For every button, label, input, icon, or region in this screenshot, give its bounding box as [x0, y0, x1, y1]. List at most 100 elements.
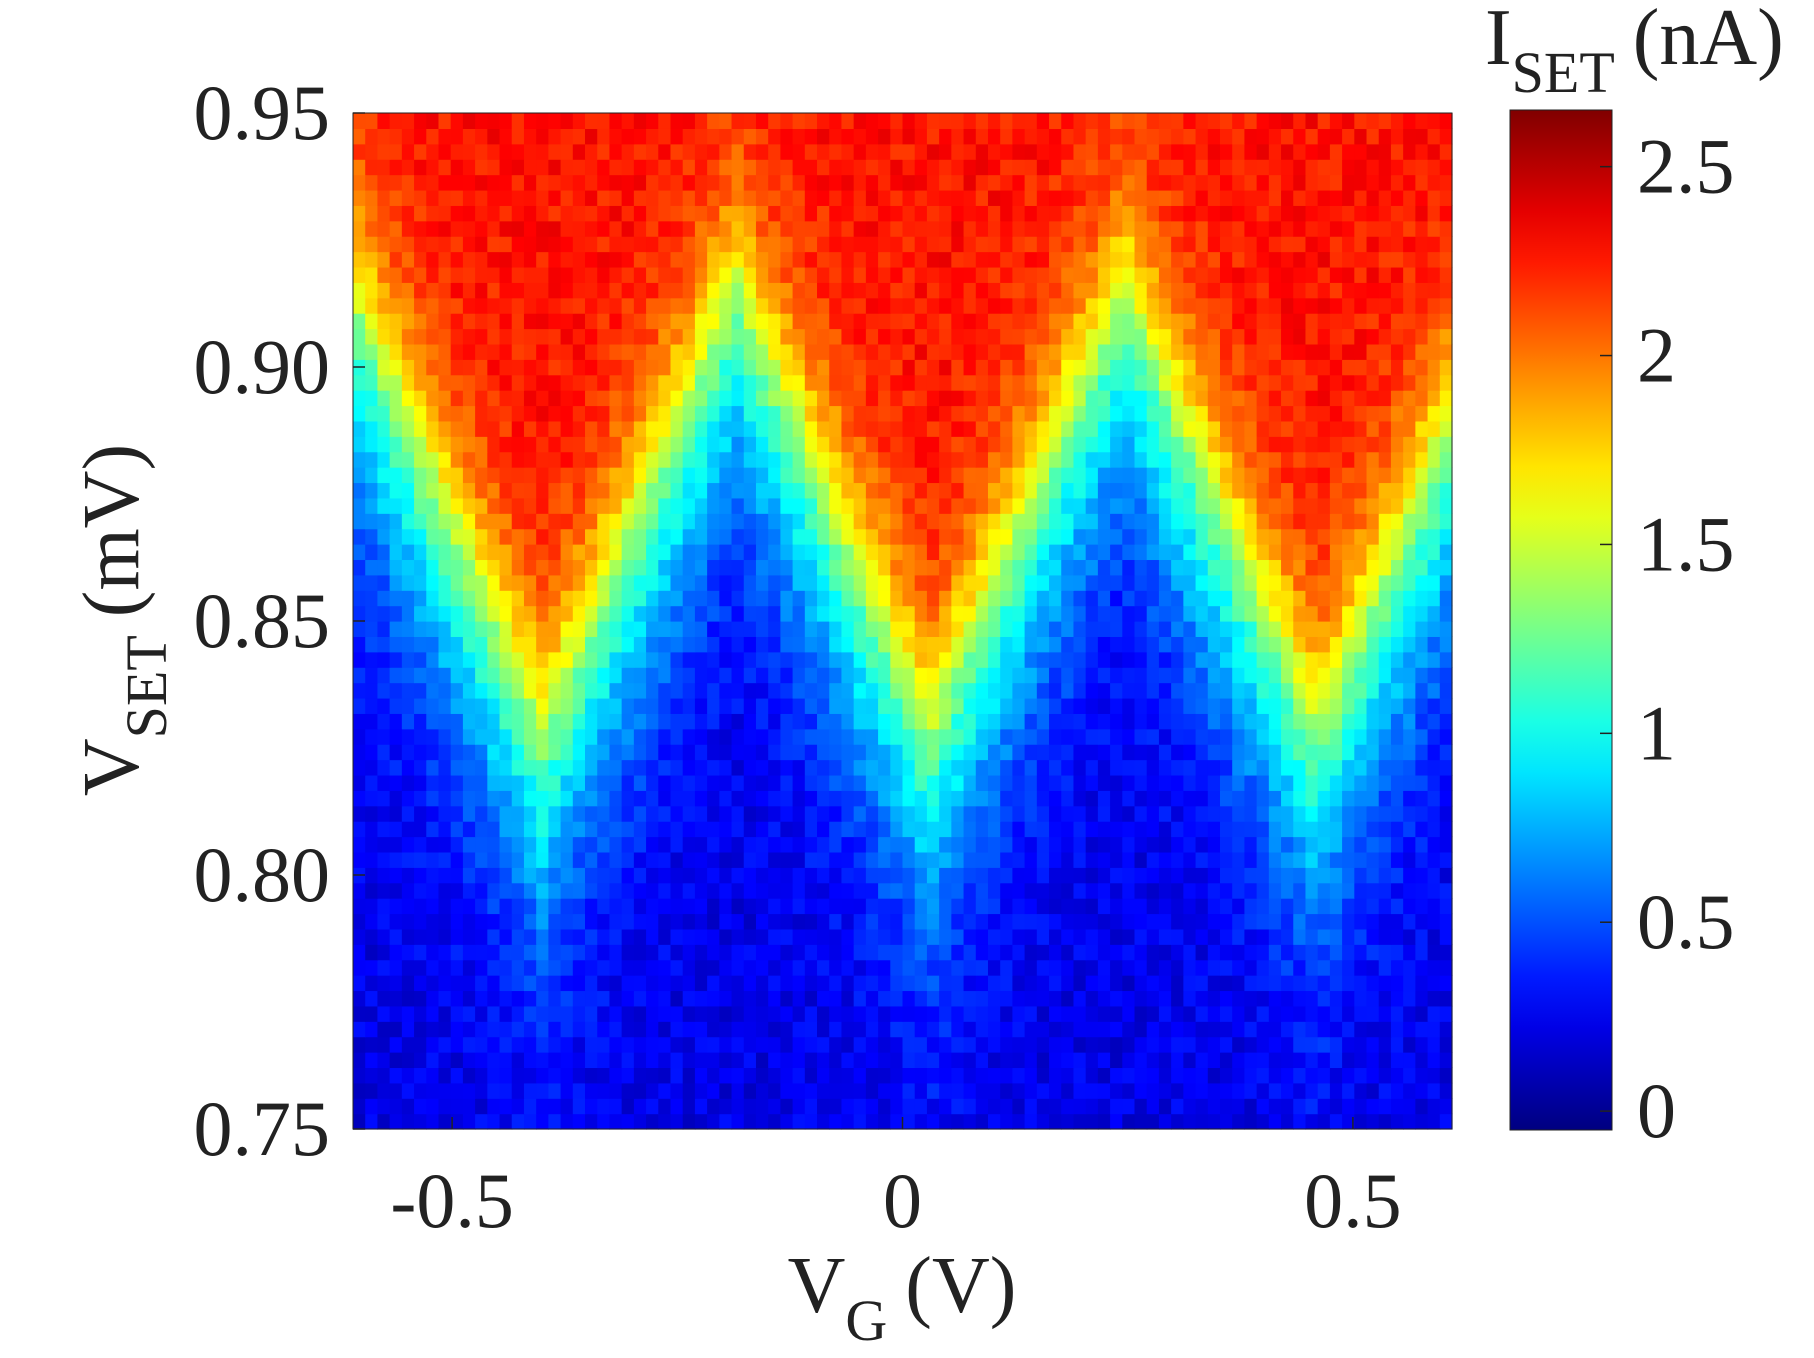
- heatmap-cell: [1000, 913, 1013, 930]
- heatmap-cell: [1390, 851, 1404, 868]
- heatmap-cell: [646, 682, 659, 699]
- heatmap-cell: [707, 913, 720, 930]
- heatmap-cell: [731, 328, 745, 345]
- heatmap-cell: [511, 374, 525, 391]
- heatmap-cell: [401, 1036, 415, 1053]
- heatmap-cell: [719, 420, 733, 437]
- heatmap-cell: [548, 728, 562, 745]
- heatmap-cell: [755, 1067, 769, 1084]
- heatmap-cell: [1122, 975, 1136, 992]
- heatmap-cell: [475, 1005, 488, 1022]
- heatmap-cell: [1219, 697, 1233, 714]
- heatmap-cell: [1024, 790, 1038, 807]
- heatmap-cell: [585, 1067, 598, 1084]
- heatmap-cell: [1342, 975, 1355, 992]
- heatmap-cell: [1158, 390, 1172, 407]
- heatmap-cell: [1256, 1036, 1270, 1053]
- heatmap-cell: [1012, 559, 1026, 576]
- heatmap-cell: [597, 343, 611, 360]
- heatmap-cell: [719, 621, 733, 637]
- heatmap-cell: [939, 836, 952, 853]
- heatmap-cell: [1256, 559, 1270, 576]
- heatmap-cell: [914, 1005, 928, 1022]
- heatmap-cell: [841, 1005, 855, 1022]
- heatmap-cell: [1268, 959, 1282, 976]
- heatmap-cell: [1158, 1113, 1172, 1130]
- heatmap-cell: [1342, 667, 1355, 684]
- heatmap-cell: [1305, 513, 1319, 530]
- heatmap-cell: [609, 343, 623, 360]
- heatmap-cell: [548, 544, 562, 561]
- heatmap-cell: [792, 836, 806, 853]
- heatmap-cell: [890, 359, 904, 376]
- heatmap-cell: [890, 390, 904, 407]
- heatmap-cell: [1183, 744, 1197, 761]
- heatmap-cell: [1232, 467, 1246, 484]
- heatmap-cell: [1244, 913, 1258, 930]
- heatmap-cell: [1415, 1005, 1429, 1022]
- heatmap-cell: [365, 1113, 379, 1130]
- heatmap-cell: [389, 728, 403, 745]
- heatmap-cell: [1158, 898, 1172, 915]
- heatmap-cell: [353, 882, 366, 899]
- heatmap-cell: [743, 836, 757, 853]
- heatmap-cell: [1256, 621, 1270, 637]
- heatmap-cell: [731, 805, 745, 822]
- heatmap-cell: [1195, 343, 1209, 360]
- heatmap-cell: [1049, 605, 1062, 622]
- heatmap-cell: [926, 975, 940, 992]
- heatmap-cell: [1281, 313, 1294, 330]
- heatmap-cell: [426, 913, 440, 930]
- heatmap-cell: [939, 297, 952, 314]
- heatmap-cell: [658, 790, 672, 807]
- heatmap-cell: [841, 343, 855, 360]
- heatmap-cell: [1207, 559, 1221, 576]
- heatmap-cell: [902, 882, 916, 899]
- heatmap-cell: [389, 851, 403, 868]
- heatmap-cell: [462, 959, 476, 976]
- heatmap-cell: [401, 313, 415, 330]
- heatmap-cell: [609, 928, 623, 945]
- heatmap-cell: [1122, 990, 1136, 1007]
- heatmap-cell: [1122, 1005, 1136, 1022]
- heatmap-cell: [1329, 574, 1343, 591]
- heatmap-cell: [780, 959, 794, 976]
- heatmap-cell: [426, 467, 440, 484]
- heatmap-cell: [1171, 759, 1184, 776]
- heatmap-cell: [365, 467, 379, 484]
- heatmap-cell: [780, 928, 794, 945]
- heatmap-cell: [1024, 898, 1038, 915]
- heatmap-cell: [1158, 343, 1172, 360]
- heatmap-cell: [1342, 1052, 1355, 1069]
- heatmap-cell: [1097, 682, 1111, 699]
- heatmap-cell: [1158, 1098, 1172, 1115]
- heatmap-cell: [1219, 343, 1233, 360]
- heatmap-cell: [939, 544, 952, 561]
- heatmap-cell: [609, 1098, 623, 1115]
- heatmap-cell: [523, 975, 537, 992]
- heatmap-cell: [1073, 282, 1087, 299]
- heatmap-cell: [1268, 1052, 1282, 1069]
- heatmap-cell: [853, 1005, 867, 1022]
- heatmap-cell: [1281, 882, 1294, 899]
- heatmap-cell: [1146, 851, 1160, 868]
- heatmap-cell: [536, 1082, 549, 1099]
- heatmap-cell: [975, 959, 989, 976]
- heatmap-cell: [853, 605, 867, 622]
- heatmap-cell: [1049, 728, 1062, 745]
- heatmap-cell: [560, 882, 574, 899]
- heatmap-cell: [597, 944, 611, 961]
- heatmap-cell: [487, 713, 501, 730]
- heatmap-cell: [536, 759, 549, 776]
- heatmap-cell: [365, 774, 379, 791]
- heatmap-cell: [1110, 482, 1123, 499]
- heatmap-cell: [414, 682, 427, 699]
- heatmap-cell: [597, 759, 611, 776]
- heatmap-cell: [1281, 590, 1294, 607]
- heatmap-cell: [1354, 713, 1368, 730]
- heatmap-cell: [1110, 790, 1123, 807]
- heatmap-cell: [853, 313, 867, 330]
- heatmap-cell: [450, 790, 464, 807]
- heatmap-cell: [707, 359, 720, 376]
- heatmap-cell: [1427, 605, 1441, 622]
